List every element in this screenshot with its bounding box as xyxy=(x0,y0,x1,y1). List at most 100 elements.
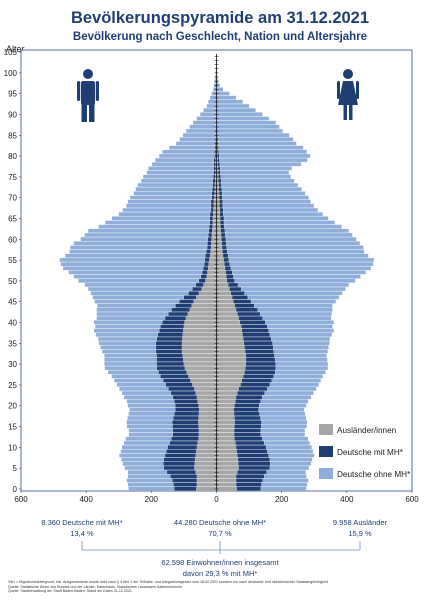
bar-female-m-64 xyxy=(220,220,225,225)
bar-female-m-33 xyxy=(245,349,274,354)
bar-male-m-51 xyxy=(200,274,207,279)
bar-male-d-51 xyxy=(73,274,201,279)
summary-auslaender-line1: 9.958 Ausländer xyxy=(332,518,388,527)
bar-female-d-70 xyxy=(222,195,309,200)
bar-female-d-42 xyxy=(260,312,332,317)
x-tick-label-3: 0 xyxy=(214,495,219,504)
bar-female-m-36 xyxy=(243,336,272,341)
bar-female-m-54 xyxy=(224,262,230,267)
bar-male-a-48 xyxy=(201,287,217,292)
bar-male-m-66 xyxy=(209,212,214,217)
bar-male-m-17 xyxy=(173,416,199,421)
bar-female-m-29 xyxy=(245,366,276,371)
bar-male-a-25 xyxy=(192,382,217,387)
bar-female-a-18 xyxy=(216,411,235,416)
y-tick-label-15: 15 xyxy=(8,423,17,432)
bar-female-d-40 xyxy=(265,320,334,325)
bar-male-d-48 xyxy=(88,287,193,292)
bar-male-d-41 xyxy=(96,316,166,321)
bar-male-m-11 xyxy=(169,441,198,445)
bar-female-d-34 xyxy=(273,345,329,350)
bar-male-d-84 xyxy=(179,137,216,142)
bar-male-d-0 xyxy=(128,486,175,491)
bar-female-a-35 xyxy=(216,341,244,346)
bar-male-m-64 xyxy=(209,220,213,225)
bar-female-a-34 xyxy=(216,345,245,350)
summary-bracket xyxy=(81,541,361,554)
bar-male-m-27 xyxy=(160,374,189,379)
bar-female-d-78 xyxy=(219,162,302,167)
chart-subtitle: Bevölkerung nach Geschlecht, Nation und … xyxy=(72,31,368,43)
bar-male-m-36 xyxy=(156,336,183,341)
bar-male-d-64 xyxy=(105,220,210,225)
bar-male-d-24 xyxy=(119,386,169,391)
bar-male-m-21 xyxy=(174,399,198,404)
bar-male-m-45 xyxy=(179,299,194,304)
bar-male-m-38 xyxy=(159,328,184,333)
bar-female-d-10 xyxy=(265,445,312,450)
summary-auslaender: 9.958 Ausländer 15,9 % xyxy=(300,517,420,539)
bar-female-m-8 xyxy=(237,453,269,458)
bar-male-d-37 xyxy=(95,332,158,337)
legend: Ausländer/innen Deutsche mit MH* Deutsche … xyxy=(319,424,411,479)
bar-female-d-66 xyxy=(223,212,323,217)
bar-male-d-7 xyxy=(121,457,164,462)
bar-male-d-33 xyxy=(102,349,156,354)
bar-female-d-56 xyxy=(228,253,369,258)
bar-male-m-62 xyxy=(208,228,213,233)
bar-male-m-20 xyxy=(175,403,199,408)
bar-female-d-55 xyxy=(228,257,374,262)
legend-swatch-a xyxy=(319,424,333,435)
bar-male-a-3 xyxy=(196,474,217,479)
summary-total-line1: 62.598 Einwohner/innen insgesamt xyxy=(161,558,279,567)
footnote-line2: Quelle: Statistische Ämter des Bundes un… xyxy=(8,584,183,589)
bar-male-m-65 xyxy=(209,216,213,221)
bar-male-a-18 xyxy=(198,411,217,416)
bar-male-d-89 xyxy=(196,116,217,121)
bar-female-a-20 xyxy=(216,403,235,408)
bar-male-d-38 xyxy=(93,328,160,333)
bar-female-m-61 xyxy=(220,232,226,237)
bar-male-d-61 xyxy=(84,232,209,237)
bar-female-d-62 xyxy=(224,228,349,233)
bar-male-d-8 xyxy=(119,453,166,458)
bar-female-a-4 xyxy=(216,470,238,475)
bar-male-m-23 xyxy=(170,391,196,396)
bar-female-m-44 xyxy=(234,303,255,308)
bar-female-m-48 xyxy=(229,287,242,292)
bar-female-d-35 xyxy=(272,341,330,346)
bar-female-d-24 xyxy=(267,386,317,391)
bar-female-a-45 xyxy=(216,299,234,304)
bar-female-d-20 xyxy=(259,403,307,408)
x-tick-label-5: 400 xyxy=(340,495,354,504)
bar-female-a-6 xyxy=(216,461,239,466)
male-person-icon-head xyxy=(83,69,93,79)
bar-male-d-19 xyxy=(129,407,176,412)
bar-male-a-10 xyxy=(196,445,217,450)
bar-male-d-71 xyxy=(133,191,213,196)
bar-female-m-30 xyxy=(245,361,276,366)
bar-male-m-32 xyxy=(156,353,183,358)
bar-female-m-32 xyxy=(245,353,275,358)
bar-female-d-2 xyxy=(262,478,309,483)
bar-male-m-12 xyxy=(171,436,199,441)
y-tick-label-25: 25 xyxy=(8,381,17,390)
bar-female-d-83 xyxy=(218,141,297,146)
bar-female-m-35 xyxy=(243,341,273,346)
bar-female-m-11 xyxy=(235,441,265,445)
y-tick-label-90: 90 xyxy=(8,110,17,119)
bar-male-d-82 xyxy=(169,145,215,150)
bar-male-m-24 xyxy=(168,386,195,391)
bar-female-d-86 xyxy=(217,128,283,133)
bar-male-a-36 xyxy=(182,336,217,341)
x-tick-label-6: 600 xyxy=(405,495,419,504)
bar-female-d-8 xyxy=(268,453,315,458)
bar-female-a-24 xyxy=(216,386,239,391)
bar-male-d-67 xyxy=(122,208,211,212)
bar-female-d-23 xyxy=(264,391,314,396)
bar-female-m-50 xyxy=(226,278,235,283)
female-person-icon-dress xyxy=(338,81,358,105)
bar-male-d-5 xyxy=(124,465,164,470)
